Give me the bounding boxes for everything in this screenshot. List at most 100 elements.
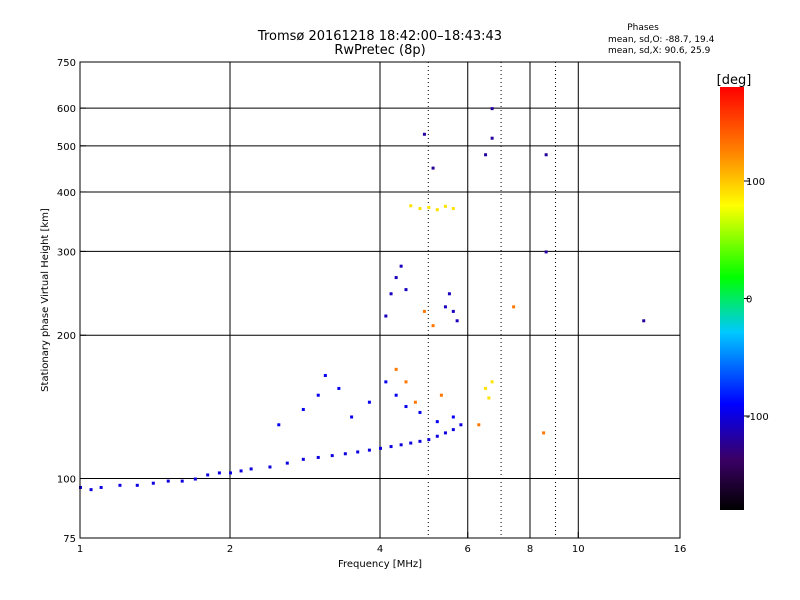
x-tick-label: 2 [227,544,233,555]
y-tick-label: 75 [63,534,76,545]
echo-point [443,305,447,309]
echo-point [487,396,491,400]
echo-point [451,428,455,432]
echo-point [422,132,426,136]
echo-point [422,309,426,313]
echo-point [367,400,371,404]
y-tick-label: 750 [57,58,76,69]
echo-point [394,393,398,397]
echo-point [217,471,221,475]
echo-point [151,481,155,485]
echo-point [427,205,431,209]
echo-point [451,415,455,419]
echo-point [337,386,341,390]
echo-point [229,471,232,475]
echo-point [301,457,305,461]
echo-point [394,367,398,371]
echo-point [439,393,443,397]
echo-point [490,380,494,384]
x-tick-label: 16 [674,544,687,555]
phases-title: Phases [627,23,659,33]
chart-title: Tromsø 20161218 18:42:00–18:43:43 [257,29,502,44]
x-tick-label: 6 [465,544,471,555]
echo-point [249,467,253,471]
echo-point [435,434,439,438]
echo-point [484,153,488,157]
y-tick-label: 600 [57,104,76,115]
echo-point [404,288,408,292]
echo-point [409,204,413,208]
echo-point [431,166,435,170]
echo-point [447,292,451,296]
y-tick-label: 400 [57,188,76,199]
echo-point [389,445,393,449]
echo-point [451,309,455,313]
colorbar-label: [deg] [717,73,752,88]
echo-point [379,446,382,450]
echo-point [443,204,447,208]
x-tick-label: 10 [572,544,585,555]
y-tick-label: 100 [57,475,76,486]
echo-point [206,473,210,477]
echo-point [301,407,305,411]
echo-point [193,477,197,481]
echo-point [512,305,516,309]
phases-x-line: mean, sd,X: 90.6, 25.9 [608,46,711,56]
echo-point [544,153,548,157]
echo-point [350,415,354,419]
axis-ticks: 1 2 4 6 8 10 16 75 100 200 300 400 500 600 750 [57,58,686,555]
echo-point [285,461,289,465]
y-tick-label: 500 [57,142,76,153]
echo-point [277,423,281,427]
y-axis-label: Stationary phase Virtual Height [km] [40,208,51,392]
echo-point [418,207,422,211]
echo-point [404,405,408,409]
echo-point [490,136,494,140]
echo-point [451,207,455,211]
echo-point [135,483,139,487]
echo-point [418,410,422,414]
echo-point [409,441,413,445]
phases-o-line: mean, sd,O: -88.7, 19.4 [608,35,715,45]
grid-lines [80,62,680,538]
echo-point [418,439,422,443]
echo-point [323,374,327,378]
colorbar-tick-label: -100 [746,412,769,423]
echo-point [435,420,439,424]
colorbar [720,87,744,510]
echo-point [443,431,447,435]
echo-point [544,250,548,254]
echo-point [330,454,334,458]
echo-point [384,314,388,318]
echo-point [459,423,463,427]
x-axis-label: Frequency [MHz] [338,559,422,570]
echo-point [343,452,347,456]
echo-point [455,319,459,323]
echo-point [490,107,494,111]
echo-point [477,423,481,427]
echo-point [316,455,320,459]
echo-point [542,431,546,435]
y-tick-label: 200 [57,331,76,342]
echo-point [384,380,388,384]
echo-point [180,479,184,483]
colorbar-ticks: 100 0 -100 [744,177,769,423]
echo-point [316,393,320,397]
echo-point [399,443,403,447]
echo-point [166,479,170,483]
echo-point [484,386,488,390]
echo-point [118,483,122,487]
echo-point [642,319,646,323]
chart-subtitle: RwPretec (8p) [334,43,425,58]
echo-point [394,276,398,280]
echo-point [404,380,408,384]
echo-point [389,292,393,296]
echo-point [89,488,93,492]
echo-point [239,469,243,473]
echo-point [399,264,403,268]
echo-point [413,400,417,404]
x-tick-label: 8 [527,544,533,555]
data-points [79,107,646,492]
echo-point [268,465,272,469]
